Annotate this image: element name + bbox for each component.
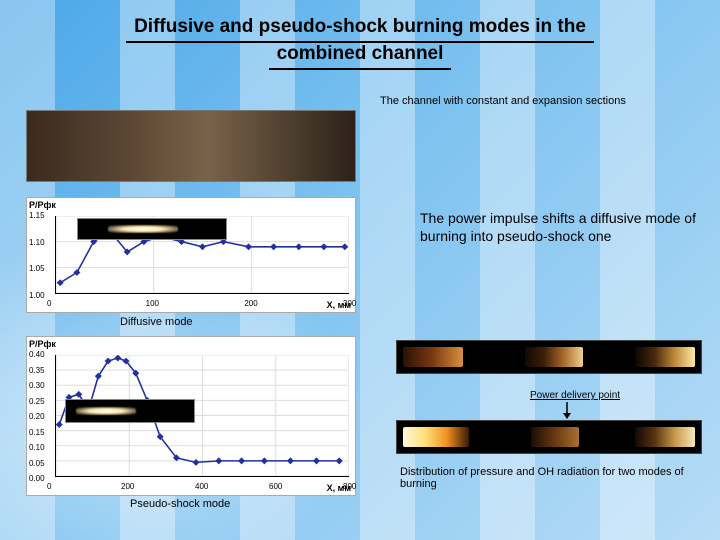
channel-photo bbox=[26, 110, 356, 182]
title-line-2: combined channel bbox=[269, 43, 452, 70]
chart2-ylabel: P/Pфк bbox=[29, 339, 56, 349]
caption-impulse: The power impulse shifts a diffusive mod… bbox=[420, 210, 700, 245]
caption-channel: The channel with constant and expansion … bbox=[380, 95, 700, 107]
chart2-inset-flame bbox=[65, 399, 195, 423]
title-line-1: Diffusive and pseudo-shock burning modes… bbox=[126, 16, 594, 43]
chart1-inset-flame bbox=[77, 218, 227, 240]
arrow-down-icon bbox=[560, 402, 574, 420]
caption-distribution: Distribution of pressure and OH radiatio… bbox=[400, 466, 700, 490]
label-pseudo: Pseudo-shock mode bbox=[130, 498, 230, 510]
label-diffusive: Diffusive mode bbox=[120, 316, 193, 328]
slide-title: Diffusive and pseudo-shock burning modes… bbox=[18, 16, 702, 70]
flame-row-top bbox=[396, 340, 702, 374]
flame-row-bottom bbox=[396, 420, 702, 454]
chart1-ylabel: P/Pфк bbox=[29, 200, 56, 210]
chart-pseudo-shock: P/Pфк X, мм 0.000.050.100.150.200.250.30… bbox=[26, 336, 356, 496]
caption-power-point: Power delivery point bbox=[530, 390, 620, 401]
chart-diffusive: P/Pфк X, мм 1.001.051.101.150100200300 bbox=[26, 197, 356, 313]
